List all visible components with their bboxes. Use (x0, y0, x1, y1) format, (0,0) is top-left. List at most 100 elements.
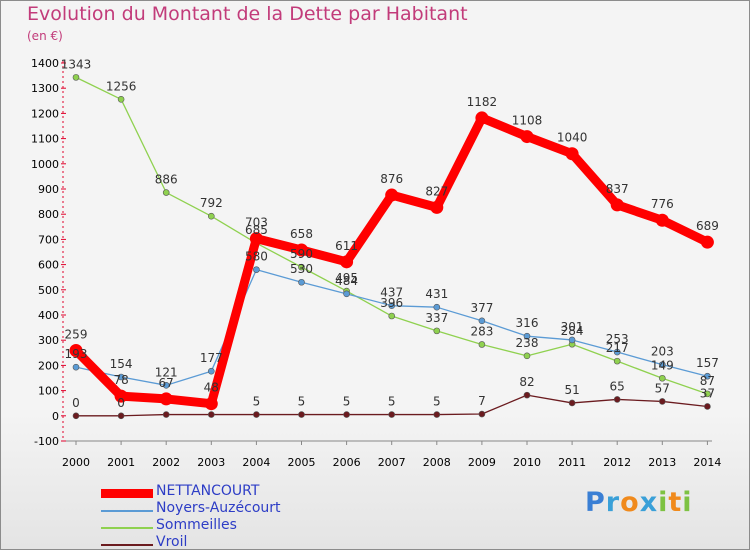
data-label: 65 (610, 379, 625, 393)
data-label: 5 (343, 395, 351, 409)
y-tick-label: 1300 (31, 82, 59, 95)
data-label: 7 (478, 394, 486, 408)
data-point (159, 392, 173, 406)
x-tick-label: 2005 (288, 456, 316, 469)
legend-swatch (101, 527, 153, 529)
data-label: 495 (335, 271, 358, 285)
y-tick-label: 600 (38, 259, 59, 272)
data-point (72, 74, 80, 81)
data-label: 87 (700, 374, 715, 388)
legend-label: NETTANCOURT (156, 483, 260, 499)
data-label: 703 (245, 216, 268, 230)
data-point (523, 332, 531, 340)
data-point (388, 312, 396, 320)
data-point (208, 411, 215, 418)
data-label: 886 (155, 173, 178, 187)
data-label: 437 (380, 286, 403, 300)
data-label: 1343 (61, 57, 92, 71)
series-noyers-auz-court (72, 266, 711, 389)
axes: -100010020030040050060070080090010001100… (31, 57, 721, 469)
y-tick-label: 800 (38, 208, 59, 221)
data-point (658, 361, 666, 368)
data-label: 484 (335, 274, 358, 288)
data-point (343, 411, 350, 418)
data-label: 48 (204, 381, 219, 395)
data-label: 1182 (467, 95, 498, 109)
series-vroil (72, 391, 711, 420)
y-tick-label: 200 (38, 359, 59, 372)
data-point (704, 372, 711, 380)
y-tick-label: 1100 (31, 133, 59, 146)
chart-title: Evolution du Montant de la Dette par Hab… (27, 3, 468, 25)
data-label: 580 (245, 250, 268, 264)
legend-label: Sommeilles (156, 517, 237, 533)
chart-subtitle: (en €) (27, 29, 63, 43)
logo-letter: x (639, 487, 659, 518)
data-label: 149 (651, 358, 674, 372)
data-point (568, 336, 576, 344)
legend-swatch (101, 510, 153, 512)
data-point (388, 411, 396, 418)
data-point (704, 403, 711, 410)
legend-label: Noyers-Auzécourt (156, 500, 281, 516)
data-label: 5 (433, 395, 441, 409)
y-tick-label: 0 (52, 410, 59, 423)
y-tick-label: 300 (38, 334, 59, 347)
logo-letter: t (668, 487, 683, 518)
data-point (433, 327, 441, 335)
data-point (523, 391, 531, 399)
data-label: 5 (298, 395, 306, 409)
data-point (208, 212, 215, 220)
data-label: 776 (651, 197, 674, 211)
data-label: 827 (425, 184, 448, 198)
data-point (523, 352, 531, 360)
data-point (385, 188, 399, 202)
data-label: 301 (561, 320, 584, 334)
data-label: 1256 (106, 79, 137, 93)
data-label: 51 (564, 383, 579, 397)
x-tick-label: 2001 (107, 456, 135, 469)
data-point (72, 412, 80, 420)
data-point (298, 263, 305, 271)
x-tick-label: 2012 (603, 456, 631, 469)
data-label: 5 (388, 395, 396, 409)
x-tick-label: 2010 (513, 456, 541, 469)
legend-swatch (101, 489, 153, 498)
data-label: 685 (245, 223, 268, 237)
data-point (388, 302, 396, 309)
data-label: 217 (606, 341, 629, 355)
series-line (71, 113, 712, 409)
data-label: 82 (519, 375, 534, 389)
data-point (704, 390, 711, 398)
data-label: 530 (290, 262, 313, 276)
data-point (162, 411, 170, 418)
data-label: 67 (159, 376, 174, 390)
data-label: 689 (696, 219, 719, 233)
data-point (658, 374, 666, 382)
x-tick-label: 2006 (333, 456, 361, 469)
y-tick-label: -100 (34, 435, 59, 448)
data-point (478, 317, 486, 325)
data-point (117, 373, 125, 381)
data-point (295, 243, 308, 257)
data-label: 121 (155, 365, 178, 379)
data-point (478, 341, 486, 348)
data-label: 57 (655, 381, 670, 395)
y-tick-label: 400 (38, 309, 59, 322)
y-tick-label: 1000 (31, 158, 59, 171)
data-label: 431 (425, 287, 448, 301)
data-label: 284 (561, 324, 584, 338)
data-label: 37 (700, 386, 715, 400)
x-tick-label: 2008 (423, 456, 451, 469)
data-label: 5 (253, 395, 261, 409)
data-label: 1108 (512, 114, 543, 128)
data-label: 0 (117, 396, 125, 410)
data-label: 177 (200, 351, 223, 365)
y-tick-label: 1200 (31, 107, 59, 120)
y-tick-label: 900 (38, 183, 59, 196)
data-point (475, 111, 489, 125)
logo-letter: i (658, 487, 669, 518)
data-point (613, 396, 621, 403)
